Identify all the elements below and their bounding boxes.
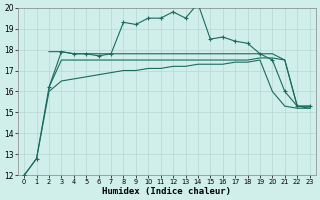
X-axis label: Humidex (Indice chaleur): Humidex (Indice chaleur) xyxy=(102,187,231,196)
